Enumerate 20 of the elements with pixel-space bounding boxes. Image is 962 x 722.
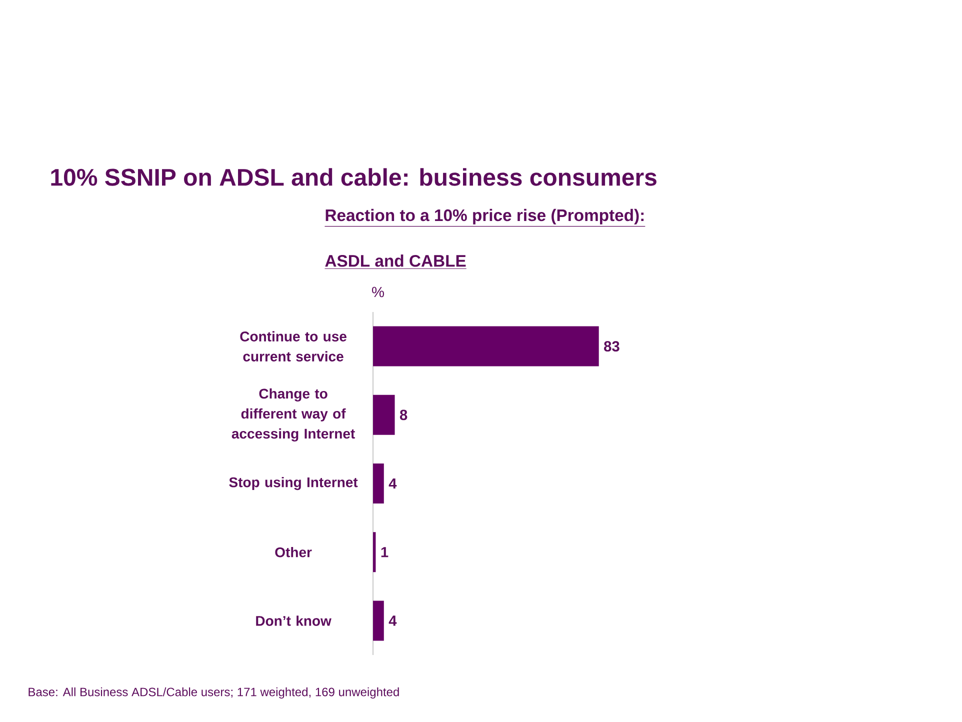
y-tick-label: Other	[275, 546, 312, 558]
x-axis-title: %	[372, 286, 384, 298]
chart-subtitle: Reaction to a 10% price rise (Prompted):	[326, 208, 644, 224]
bar	[373, 464, 384, 504]
y-tick-label: Don’t know	[256, 616, 332, 626]
bar	[373, 532, 376, 572]
data-label: 1	[381, 547, 388, 558]
bar	[373, 394, 395, 435]
data-label: 4	[388, 478, 397, 489]
y-tick-label: Continue to use current service	[240, 331, 346, 362]
y-tick-label: Stop using Internet	[229, 476, 358, 490]
data-label: 4	[388, 616, 397, 626]
data-label: 8	[400, 410, 408, 420]
data-label: 83	[604, 341, 620, 352]
chart-title: 10% SSNIP on ADSL and cable: business consumers	[51, 168, 656, 186]
bar	[373, 600, 384, 641]
y-tick-label: Change to different way of accessing Internet	[232, 388, 355, 442]
text: ASDL and CABLE	[325, 254, 466, 267]
bar	[373, 326, 599, 366]
text: Base: All Business ADSL/Cable users; 171 weighted, 169 unweighted	[28, 687, 399, 699]
